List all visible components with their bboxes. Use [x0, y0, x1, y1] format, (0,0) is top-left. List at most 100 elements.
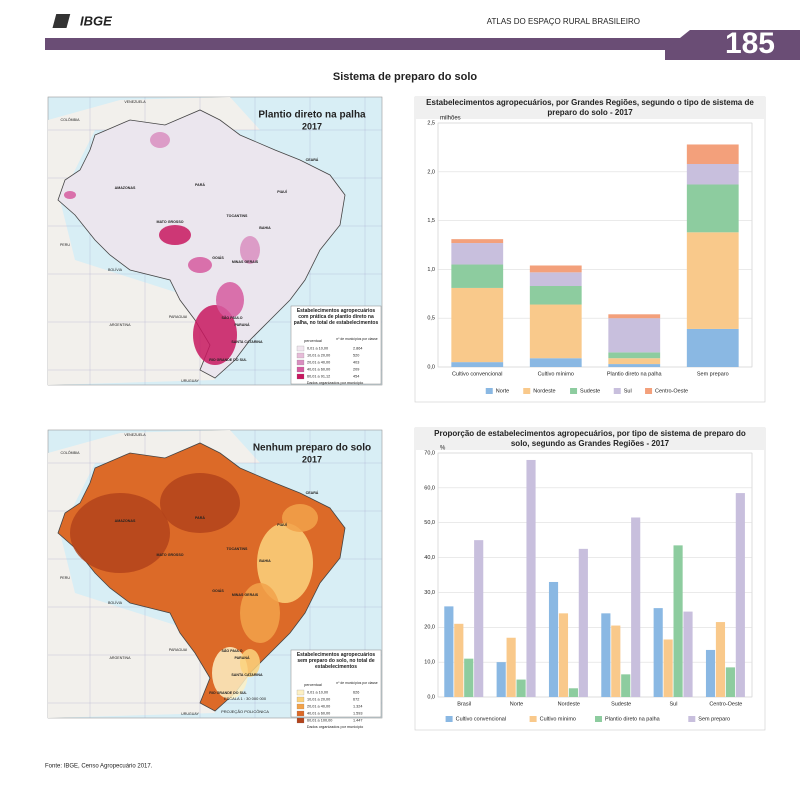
y-tick-label: 10,0	[424, 660, 435, 666]
bar-segment	[608, 314, 661, 319]
legend-label: Sudeste	[580, 388, 600, 394]
bar	[578, 548, 588, 697]
chart-title-band	[415, 97, 765, 119]
place-label: TOCANTINS	[227, 214, 249, 218]
legend-label: Sul	[624, 388, 632, 394]
legend-swatch	[529, 716, 537, 722]
legend-count: 1.447	[353, 719, 363, 723]
place-label: COLÔMBIA	[61, 117, 81, 122]
bar-segment	[529, 358, 582, 367]
bar	[631, 517, 641, 697]
bar	[506, 637, 516, 697]
x-tick-label: Brasil	[457, 701, 471, 707]
bar-segment	[608, 364, 661, 367]
legend-swatch	[645, 388, 653, 394]
map: AMAZONAS PARÁ BAHIA MATO GROSSO GOIÁS MINAS G…	[47, 96, 383, 386]
place-label: CEARÁ	[306, 157, 319, 162]
neighbors	[48, 430, 260, 718]
map-year: 2017	[302, 121, 322, 131]
legend-swatch	[296, 359, 305, 366]
map-patch	[193, 305, 237, 365]
legend-label: Cultivo mínimo	[540, 716, 576, 722]
bar-segment	[451, 362, 504, 367]
bar-segment	[686, 184, 739, 233]
legend-header: percentual	[304, 339, 322, 343]
bar	[715, 622, 726, 697]
legend-swatch	[296, 689, 305, 696]
map-legend	[290, 305, 382, 385]
y-tick-label: 60,0	[424, 485, 435, 491]
legend-label: Centro-Oeste	[655, 388, 688, 394]
legend-swatch	[570, 388, 578, 394]
map-projection: PROJEÇÃO POLICÔNICA	[221, 709, 269, 714]
place-label: SANTA CATARINA	[231, 673, 263, 677]
place-label: MATO GROSSO	[156, 220, 183, 224]
y-tick-label: 40,0	[424, 555, 435, 561]
legend-title: Estabelecimentos agropecuários com práti…	[293, 308, 379, 326]
legend-class: 60,01 a 91,12	[307, 375, 330, 379]
place-label: AMAZONAS	[115, 186, 136, 190]
bar-segment	[451, 287, 504, 363]
map-scale: ESCALA 1 : 30 000 000	[224, 696, 267, 701]
x-tick-label: Norte	[510, 701, 523, 707]
bar-segment	[529, 265, 582, 273]
bar	[683, 611, 693, 697]
x-tick-label: Cultivo mínimo	[538, 371, 574, 377]
bar	[558, 613, 569, 697]
legend-note: Dados organizados por município	[307, 725, 364, 729]
legend-count: 1.593	[353, 712, 363, 716]
legend-class: 0,01 a 10,00	[307, 347, 328, 351]
page-number: 185	[725, 27, 775, 60]
place-label: BAHIA	[259, 559, 271, 563]
y-tick-label: 0,5	[427, 316, 435, 322]
legend-count: 672	[353, 698, 359, 702]
map-patch	[160, 473, 240, 533]
x-tick-label: Sem preparo	[697, 371, 729, 377]
x-tick-label: Sudeste	[611, 701, 631, 707]
legend-swatch	[688, 716, 696, 722]
bar	[611, 625, 621, 697]
legend-swatch	[296, 696, 305, 703]
place-label: RIO GRANDE DO SUL	[209, 358, 247, 362]
chart-title: Estabelecimentos agropecuários, por Gran…	[426, 98, 754, 117]
bar-segment	[529, 272, 582, 286]
legend-count: 626	[353, 691, 359, 695]
legend-label: Sem preparo	[698, 716, 730, 722]
legend-swatch	[296, 352, 305, 359]
legend-count: 520	[353, 354, 359, 358]
place-label: TOCANTINS	[227, 547, 249, 551]
map-patch	[159, 225, 191, 245]
bar	[673, 545, 683, 697]
legend-swatch	[523, 388, 531, 394]
map-title: Nenhum preparo do solo	[253, 443, 371, 454]
place-label: GOIÁS	[212, 255, 224, 260]
bar-segment	[686, 328, 739, 367]
legend-swatch	[296, 345, 305, 352]
bar-segment	[451, 239, 504, 244]
map-patch	[240, 649, 260, 677]
place-label: RIO GRANDE DO SUL	[209, 691, 247, 695]
bar	[474, 540, 484, 697]
y-tick-label: 0,0	[427, 364, 435, 370]
legend-class: 60,01 a 100,00	[307, 719, 332, 723]
map-legend	[290, 649, 382, 718]
legend-count: 2.864	[353, 347, 363, 351]
y-tick-label: 1,0	[427, 267, 435, 273]
x-tick-label: Sul	[670, 701, 678, 707]
map-patch	[282, 504, 318, 532]
place-label: MINAS GERAIS	[232, 593, 259, 597]
legend-class: 20,01 a 40,00	[307, 705, 330, 709]
chart-title: Proporção de estabelecimentos agropecuár…	[434, 429, 746, 448]
map-patch	[257, 523, 313, 603]
legend-label: Nordeste	[533, 388, 555, 394]
legend-title: Estabelecimentos agropecuários sem prepa…	[296, 652, 376, 670]
legend-class: 40,01 a 60,00	[307, 712, 330, 716]
y-tick-label: 2,5	[427, 120, 435, 126]
bar	[705, 649, 716, 697]
map-patch	[240, 583, 280, 643]
bar	[464, 658, 474, 697]
place-label: AMAZONAS	[115, 519, 136, 523]
y-tick-label: 1,5	[427, 218, 435, 224]
bar-segment	[608, 352, 661, 359]
bar-segment	[608, 358, 661, 365]
